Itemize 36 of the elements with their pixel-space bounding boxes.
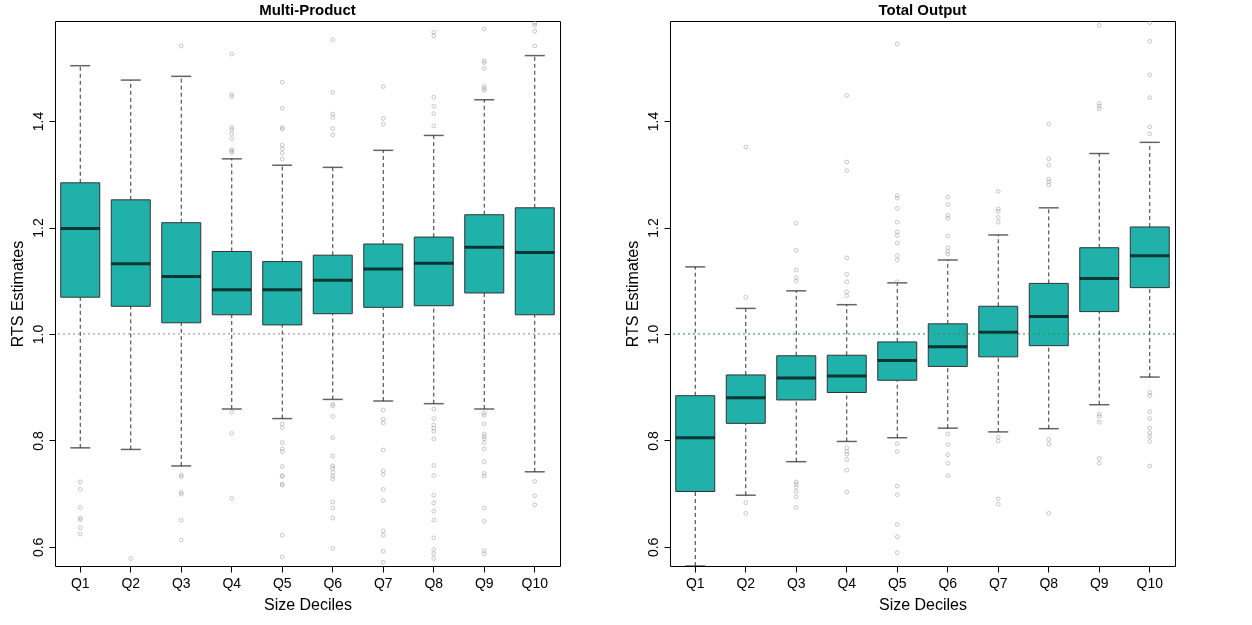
chart-title: Total Output bbox=[878, 1, 967, 18]
y-tick-label: 0.8 bbox=[644, 430, 661, 451]
x-axis-title: Size Deciles bbox=[263, 595, 353, 613]
x-tick-label: Q6 bbox=[938, 574, 958, 591]
x-tick-label: Q8 bbox=[424, 574, 444, 591]
x-tick-label: Q7 bbox=[988, 574, 1008, 591]
y-tick-label: 1.2 bbox=[29, 218, 46, 238]
x-tick-label: Q2 bbox=[736, 574, 756, 591]
y-axis-title: RTS Estimates bbox=[623, 240, 641, 348]
x-tick-label: Q9 bbox=[474, 574, 494, 591]
x-tick-label: Q3 bbox=[786, 574, 806, 591]
x-tick-label: Q4 bbox=[222, 574, 242, 591]
x-tick-label: Q10 bbox=[1136, 574, 1164, 591]
y-tick-label: 1.0 bbox=[644, 324, 661, 345]
x-tick-label: Q10 bbox=[521, 574, 549, 591]
y-tick-label: 1.4 bbox=[29, 111, 46, 132]
x-tick-label: Q4 bbox=[837, 574, 857, 591]
x-tick-label: Q5 bbox=[887, 574, 907, 591]
y-tick-label: 0.6 bbox=[644, 537, 661, 558]
y-axis-title: RTS Estimates bbox=[8, 240, 26, 348]
x-tick-label: Q3 bbox=[171, 574, 191, 591]
x-tick-label: Q8 bbox=[1039, 574, 1059, 591]
y-tick-label: 0.8 bbox=[29, 430, 46, 451]
x-tick-label: Q5 bbox=[272, 574, 292, 591]
y-tick-label: 1.4 bbox=[644, 111, 661, 132]
x-tick-label: Q6 bbox=[323, 574, 343, 591]
x-tick-label: Q2 bbox=[121, 574, 141, 591]
y-tick-label: 0.6 bbox=[29, 537, 46, 558]
y-tick-label: 1.2 bbox=[644, 218, 661, 238]
x-tick-label: Q1 bbox=[70, 574, 90, 591]
x-tick-label: Q7 bbox=[373, 574, 393, 591]
y-tick-label: 1.0 bbox=[29, 324, 46, 345]
x-tick-label: Q9 bbox=[1089, 574, 1109, 591]
chart-title: Multi-Product bbox=[259, 1, 356, 18]
x-axis-title: Size Deciles bbox=[878, 595, 968, 613]
x-tick-label: Q1 bbox=[685, 574, 705, 591]
